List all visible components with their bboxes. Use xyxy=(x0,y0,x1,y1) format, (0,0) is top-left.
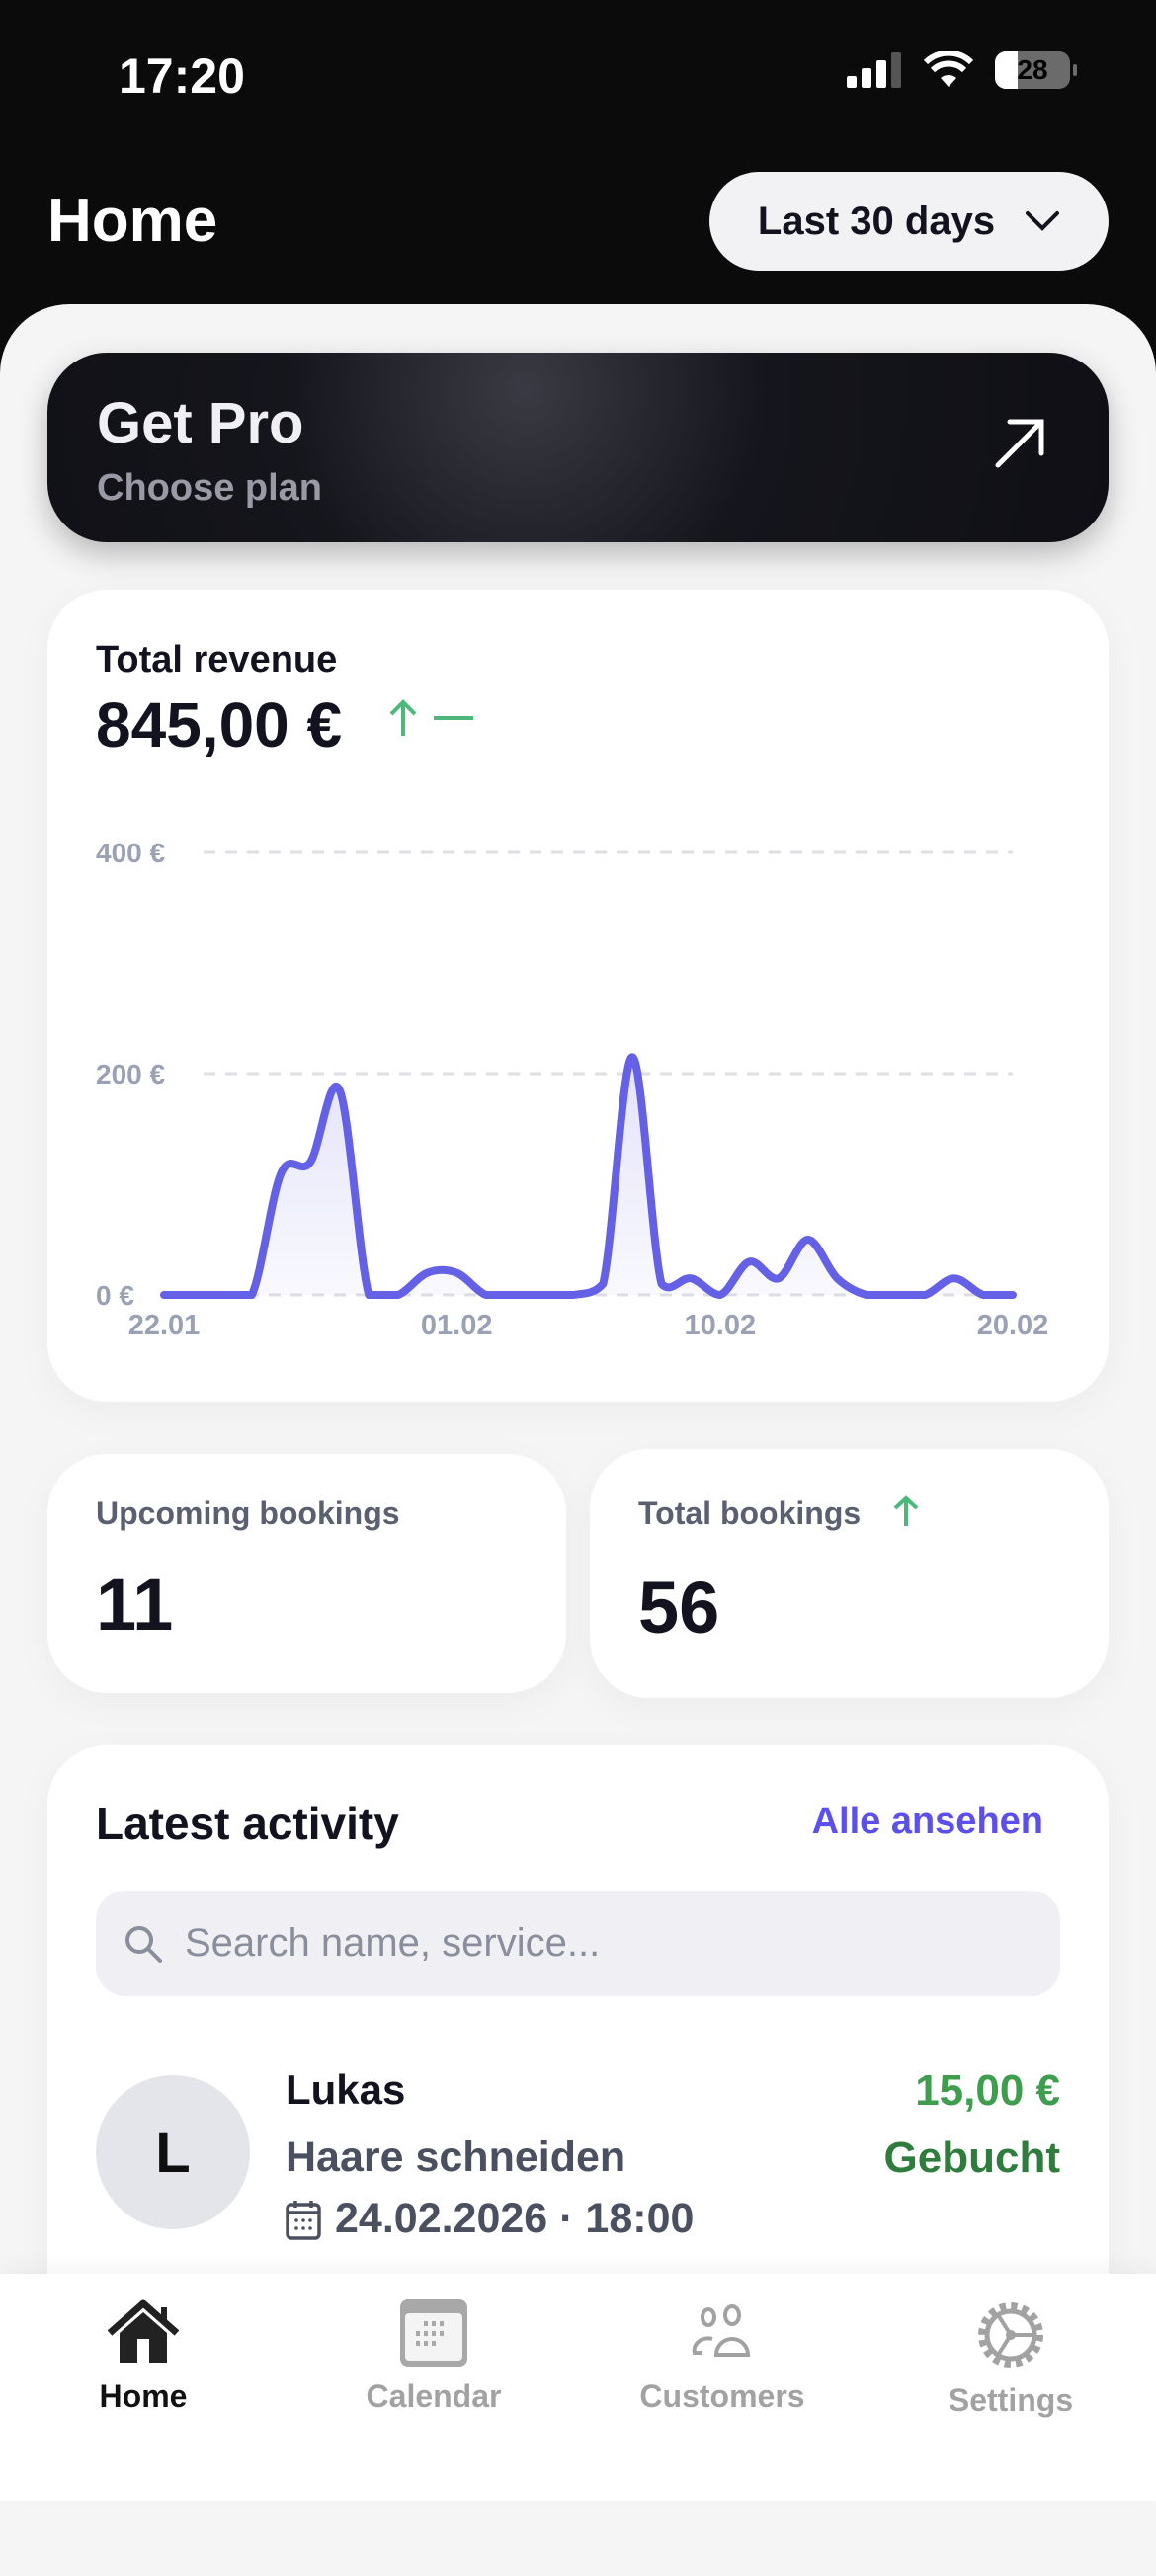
signal-icon xyxy=(847,52,901,88)
datetime-text: 24.02.2026 · 18:00 xyxy=(335,2195,695,2242)
home-icon xyxy=(107,2299,180,2363)
date-range-label: Last 30 days xyxy=(757,199,996,243)
arrow-up-icon xyxy=(893,1495,919,1526)
dash-icon xyxy=(434,716,473,720)
service-name: Haare schneiden xyxy=(286,2133,626,2181)
revenue-card: Total revenue 845,00 € 0 € 200 € 400 € 22.0… xyxy=(47,590,1109,1402)
total-bookings-card[interactable]: Total bookings 56 xyxy=(590,1449,1109,1698)
tab-settings[interactable]: Settings xyxy=(892,2299,1129,2419)
tab-label: Home xyxy=(99,2378,188,2414)
tab-label: Customers xyxy=(639,2378,805,2414)
x-tick-label: 10.02 xyxy=(685,1310,757,1341)
search-icon xyxy=(125,1925,162,1963)
gear-icon xyxy=(978,2302,1043,2368)
activity-title: Latest activity xyxy=(96,1798,399,1849)
wifi-icon xyxy=(924,51,973,87)
tab-home[interactable]: Home xyxy=(25,2299,262,2415)
x-tick-label: 22.01 xyxy=(128,1310,201,1341)
stat-value: 56 xyxy=(638,1567,720,1649)
y-tick-label: 200 € xyxy=(96,1059,165,1089)
upcoming-bookings-card[interactable]: Upcoming bookings 11 xyxy=(47,1454,566,1693)
search-placeholder: Search name, service... xyxy=(185,1921,601,1965)
booking-datetime: 24.02.2026 · 18:00 xyxy=(286,2195,694,2243)
calendar-icon xyxy=(286,2200,321,2240)
status-icons: 28 xyxy=(847,51,1077,89)
calendar-icon xyxy=(400,2299,467,2367)
stat-label: Upcoming bookings xyxy=(96,1495,400,1531)
search-input[interactable]: Search name, service... xyxy=(96,1891,1060,1996)
booking-amount: 15,00 € xyxy=(915,2066,1060,2115)
x-tick-label: 20.02 xyxy=(977,1310,1049,1341)
booking-status: Gebucht xyxy=(883,2133,1060,2182)
chevron-down-icon xyxy=(1026,211,1060,231)
x-tick-label: 01.02 xyxy=(421,1310,493,1341)
arrow-up-icon xyxy=(389,699,417,736)
see-all-link[interactable]: Alle ansehen xyxy=(811,1801,1043,1842)
tab-label: Calendar xyxy=(366,2378,502,2414)
tab-label: Settings xyxy=(948,2382,1074,2418)
tab-bar: Home Calendar Customers Settings xyxy=(0,2274,1156,2501)
date-range-dropdown[interactable]: Last 30 days xyxy=(709,172,1109,271)
revenue-trend xyxy=(388,698,473,738)
y-tick-label: 400 € xyxy=(96,838,165,868)
revenue-label: Total revenue xyxy=(96,639,338,681)
revenue-value: 845,00 € xyxy=(96,689,343,761)
get-pro-subtitle: Choose plan xyxy=(97,467,323,509)
stat-label: Total bookings xyxy=(638,1495,862,1531)
get-pro-title: Get Pro xyxy=(97,391,304,455)
revenue-chart: 0 € 200 € 400 € 22.01 01.02 10.02 20.02 xyxy=(96,838,1049,1341)
stat-value: 11 xyxy=(96,1564,174,1646)
avatar: L xyxy=(96,2075,250,2229)
battery-level: 28 xyxy=(995,51,1070,89)
status-time: 17:20 xyxy=(119,48,245,104)
revenue-area xyxy=(164,1057,1013,1295)
battery-icon: 28 xyxy=(995,51,1077,89)
arrow-up-right-icon xyxy=(995,419,1044,468)
customer-name: Lukas xyxy=(286,2066,406,2113)
y-tick-label: 0 € xyxy=(96,1280,134,1311)
customers-icon xyxy=(692,2304,751,2357)
tab-customers[interactable]: Customers xyxy=(604,2299,841,2415)
revenue-line xyxy=(160,1053,1017,1299)
get-pro-banner[interactable]: Get Pro Choose plan xyxy=(47,353,1109,542)
page-title: Home xyxy=(47,187,218,255)
tab-calendar[interactable]: Calendar xyxy=(315,2299,552,2415)
